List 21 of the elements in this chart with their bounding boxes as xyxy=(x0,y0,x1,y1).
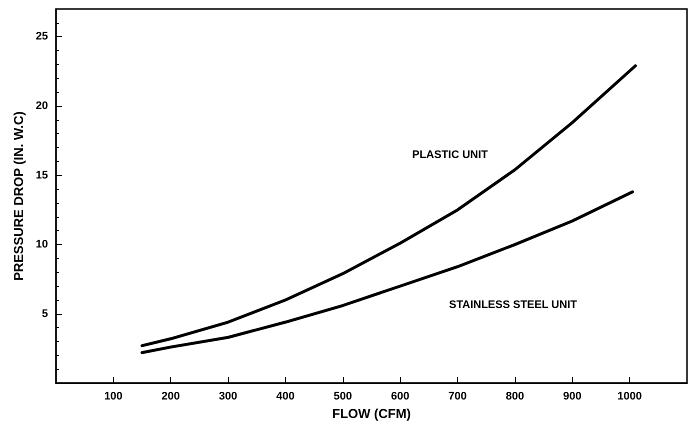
annotation: STAINLESS STEEL UNIT xyxy=(449,299,578,311)
x-tick-label: 600 xyxy=(391,390,410,403)
y-axis-title: PRESSURE DROP (IN. W.C) xyxy=(10,111,26,281)
x-tick-label: 100 xyxy=(104,390,123,403)
y-tick-label: 25 xyxy=(36,30,48,43)
x-tick-label: 400 xyxy=(276,390,295,403)
x-axis-title: FLOW (CFM) xyxy=(332,406,411,421)
annotation: PLASTIC UNIT xyxy=(412,149,488,161)
x-tick-label: 900 xyxy=(563,390,582,403)
x-tick-label: 700 xyxy=(448,390,467,403)
y-tick-label: 20 xyxy=(36,100,48,112)
x-tick-label: 1000 xyxy=(617,390,642,403)
line-series xyxy=(140,64,637,348)
x-tick-label: 200 xyxy=(162,390,180,403)
line-series xyxy=(140,190,634,354)
y-tick-label: 10 xyxy=(36,238,48,251)
y-tick-label: 15 xyxy=(36,169,48,182)
x-tick-label: 800 xyxy=(506,390,524,403)
y-tick-label: 5 xyxy=(42,308,48,320)
x-tick-label: 300 xyxy=(218,390,238,403)
x-tick-label: 500 xyxy=(334,390,352,403)
